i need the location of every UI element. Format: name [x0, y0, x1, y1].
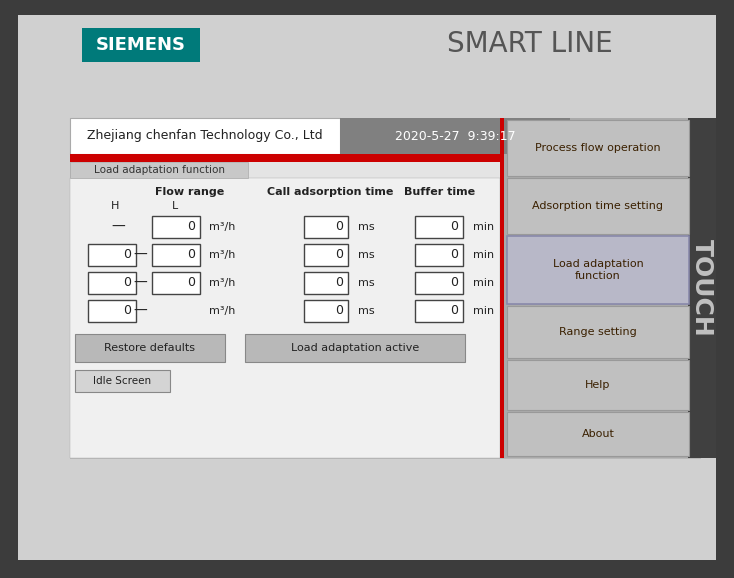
- Text: 0: 0: [187, 276, 195, 290]
- Text: Zhejiang chenfan Technology Co., Ltd: Zhejiang chenfan Technology Co., Ltd: [87, 129, 323, 143]
- Bar: [500, 118, 504, 458]
- Text: 0: 0: [123, 249, 131, 261]
- Text: m³/h: m³/h: [208, 306, 235, 316]
- Text: —: —: [111, 220, 125, 234]
- Text: ms: ms: [358, 306, 374, 316]
- Text: SIEMENS: SIEMENS: [96, 36, 186, 54]
- Text: L: L: [172, 201, 178, 211]
- Bar: [152, 216, 200, 238]
- Bar: [415, 272, 463, 294]
- Text: min: min: [473, 222, 494, 232]
- Text: Adsorption time setting: Adsorption time setting: [532, 201, 664, 211]
- Text: H: H: [111, 201, 119, 211]
- Text: Buffer time: Buffer time: [404, 187, 476, 197]
- Bar: [70, 154, 500, 162]
- Bar: [507, 412, 689, 456]
- Text: min: min: [473, 306, 494, 316]
- Text: 0: 0: [123, 276, 131, 290]
- Text: Idle Screen: Idle Screen: [93, 376, 151, 386]
- Text: 0: 0: [187, 249, 195, 261]
- Bar: [70, 118, 700, 458]
- Bar: [70, 178, 500, 458]
- Text: m³/h: m³/h: [208, 250, 235, 260]
- Text: ms: ms: [358, 250, 374, 260]
- Text: ms: ms: [358, 222, 374, 232]
- Text: 0: 0: [450, 249, 458, 261]
- Bar: [75, 370, 170, 392]
- Bar: [70, 118, 340, 154]
- Text: Range setting: Range setting: [559, 327, 637, 337]
- Bar: [507, 178, 689, 234]
- Text: Restore defaults: Restore defaults: [104, 343, 195, 353]
- Text: min: min: [473, 278, 494, 288]
- Text: Load adaptation active: Load adaptation active: [291, 343, 419, 353]
- Text: m³/h: m³/h: [208, 278, 235, 288]
- Text: About: About: [581, 429, 614, 439]
- Text: 0: 0: [450, 220, 458, 234]
- Text: TOUCH: TOUCH: [690, 239, 714, 337]
- Bar: [304, 216, 348, 238]
- Bar: [75, 334, 225, 362]
- Bar: [507, 120, 689, 176]
- Bar: [88, 300, 136, 322]
- Text: —: —: [133, 248, 147, 262]
- Bar: [340, 118, 570, 154]
- Bar: [88, 244, 136, 266]
- Text: Flow range: Flow range: [156, 187, 225, 197]
- Text: m³/h: m³/h: [208, 222, 235, 232]
- Bar: [507, 306, 689, 358]
- Bar: [415, 300, 463, 322]
- Text: min: min: [473, 250, 494, 260]
- Bar: [503, 118, 708, 458]
- Bar: [304, 244, 348, 266]
- Bar: [245, 334, 465, 362]
- Text: 0: 0: [450, 276, 458, 290]
- Bar: [152, 272, 200, 294]
- Text: 0: 0: [450, 305, 458, 317]
- Bar: [688, 118, 716, 458]
- Text: ms: ms: [358, 278, 374, 288]
- Text: SMART LINE: SMART LINE: [447, 30, 613, 58]
- Text: 0: 0: [335, 249, 343, 261]
- Bar: [304, 272, 348, 294]
- Bar: [507, 236, 689, 304]
- Text: 0: 0: [123, 305, 131, 317]
- Text: Process flow operation: Process flow operation: [535, 143, 661, 153]
- Text: Help: Help: [585, 380, 611, 390]
- Text: —: —: [133, 276, 147, 290]
- Text: 0: 0: [335, 305, 343, 317]
- Bar: [304, 300, 348, 322]
- Text: Load adaptation function: Load adaptation function: [93, 165, 225, 175]
- Bar: [152, 244, 200, 266]
- Text: 0: 0: [335, 220, 343, 234]
- Bar: [415, 216, 463, 238]
- Text: 2020-5-27  9:39:17: 2020-5-27 9:39:17: [395, 129, 515, 143]
- Text: 0: 0: [335, 276, 343, 290]
- Text: Call adsorption time: Call adsorption time: [267, 187, 393, 197]
- Bar: [70, 162, 248, 178]
- Text: Load adaptation
function: Load adaptation function: [553, 259, 644, 281]
- Bar: [82, 28, 200, 62]
- Bar: [88, 272, 136, 294]
- Text: —: —: [133, 304, 147, 318]
- Text: 0: 0: [187, 220, 195, 234]
- Bar: [507, 360, 689, 410]
- Bar: [415, 244, 463, 266]
